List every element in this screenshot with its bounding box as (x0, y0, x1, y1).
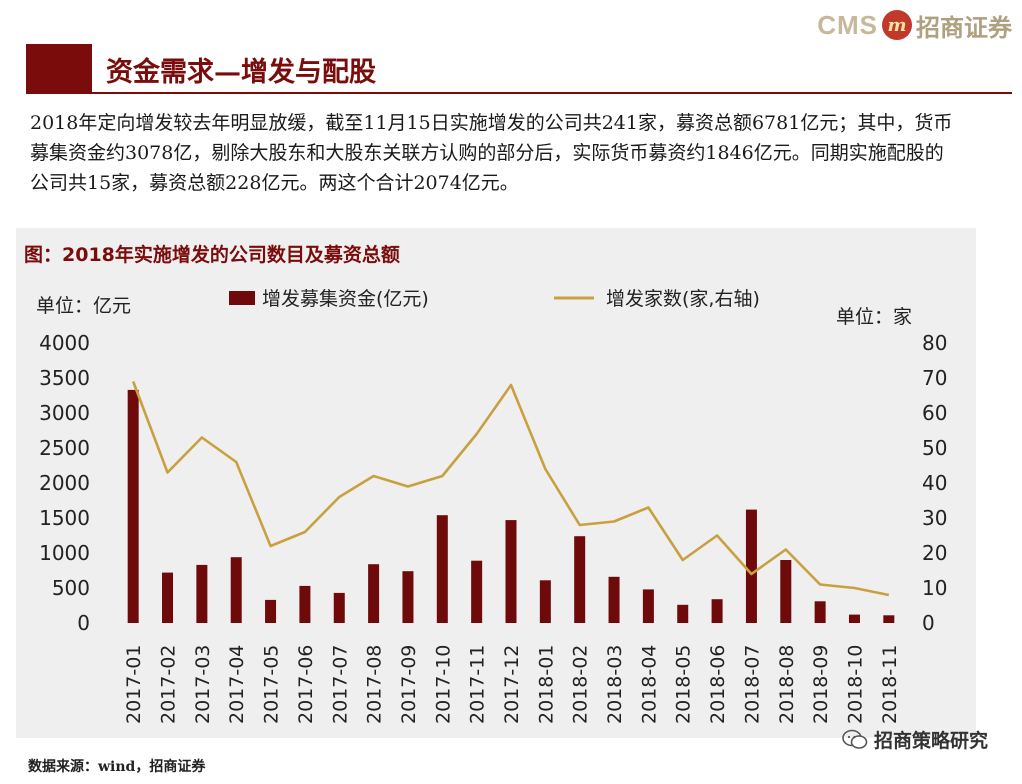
legend-line-label: 增发家数(家,右轴) (606, 288, 760, 310)
wechat-icon (842, 729, 868, 749)
brand-logo: CMS m 招商证券 (817, 8, 1012, 42)
x-axis: 2017-01 2017-02 2017-03 2017-04 2017-05 2017-… (123, 645, 901, 724)
x-tick-label: 2017-08 (364, 645, 386, 724)
bar (196, 564, 208, 623)
bar (574, 536, 586, 623)
summary-paragraph: 2018年定向增发较去年明显放缓，截至11月15日实施增发的公司共241家，募资… (30, 112, 953, 194)
right-tick-label: 70 (922, 366, 947, 390)
right-tick-label: 30 (922, 506, 947, 530)
legend-bar-label: 增发募集资金(亿元) (262, 288, 429, 310)
left-tick-label: 2500 (39, 436, 90, 460)
chart-svg: 单位：亿元 单位：家 增发募集资金(亿元) 增发家数(家,右轴) 0500100… (36, 288, 947, 724)
right-tick-label: 10 (922, 576, 947, 600)
x-tick-label: 2017-11 (467, 645, 489, 724)
x-tick-label: 2017-01 (123, 645, 145, 724)
bar (333, 592, 345, 623)
bar (230, 557, 242, 623)
bar (471, 560, 483, 623)
x-tick-label: 2017-10 (432, 645, 454, 724)
right-tick-label: 50 (922, 436, 947, 460)
left-tick-label: 2000 (39, 471, 90, 495)
logo-cms-text: CMS (817, 9, 878, 40)
x-tick-label: 2018-10 (844, 645, 866, 724)
bar (265, 599, 277, 623)
bar (883, 615, 895, 623)
bar (780, 560, 792, 623)
left-tick-label: 500 (52, 576, 90, 600)
x-tick-label: 2018-05 (673, 645, 695, 724)
left-axis: 0 500 1000 1500 2000 2500 3000 3500 4000 (39, 331, 90, 635)
x-tick-label: 2017-05 (261, 645, 283, 724)
bar (711, 599, 723, 623)
bar (677, 604, 689, 623)
x-tick-label: 2018-02 (570, 645, 592, 724)
x-tick-label: 2018-09 (810, 645, 832, 724)
x-tick-label: 2017-04 (226, 645, 248, 724)
left-tick-label: 0 (77, 611, 90, 635)
x-tick-label: 2018-03 (604, 645, 626, 724)
x-tick-label: 2018-07 (741, 645, 763, 724)
right-unit-label: 单位：家 (836, 306, 912, 328)
bar (848, 614, 860, 623)
x-tick-label: 2018-01 (535, 645, 557, 724)
bar (127, 389, 139, 623)
x-tick-label: 2017-07 (329, 645, 351, 724)
chart-panel: 图：2018年实施增发的公司数目及募资总额 单位：亿元 单位：家 增发募集资金(… (16, 228, 976, 738)
left-tick-label: 3000 (39, 401, 90, 425)
bar (814, 601, 826, 623)
left-tick-label: 1000 (39, 541, 90, 565)
left-tick-label: 4000 (39, 331, 90, 355)
right-tick-label: 40 (922, 471, 947, 495)
page-title: 资金需求—增发与配股 (106, 57, 376, 88)
bar (505, 520, 517, 623)
legend-bar-swatch (229, 291, 255, 305)
x-tick-label: 2017-09 (398, 645, 420, 724)
bar (608, 576, 620, 623)
logo-company-name: 招商证券 (916, 12, 1012, 42)
bar (368, 564, 380, 623)
right-tick-label: 60 (922, 401, 947, 425)
left-tick-label: 1500 (39, 506, 90, 530)
right-tick-label: 80 (922, 331, 947, 355)
x-tick-label: 2018-11 (879, 645, 901, 724)
x-tick-label: 2018-04 (638, 645, 660, 724)
bar (162, 572, 174, 623)
title-accent-block (26, 44, 92, 94)
logo-emblem: m (882, 10, 912, 40)
right-tick-label: 20 (922, 541, 947, 565)
bar-series (127, 389, 895, 623)
chart-title: 图：2018年实施增发的公司数目及募资总额 (24, 244, 400, 266)
bar (745, 509, 757, 623)
x-tick-label: 2017-03 (192, 645, 214, 724)
bar (299, 585, 311, 623)
left-tick-label: 3500 (39, 366, 90, 390)
title-divider (92, 92, 1012, 94)
x-tick-label: 2018-08 (776, 645, 798, 724)
data-source-note: 数据来源：wind，招商证券 (28, 759, 206, 775)
bar (642, 589, 654, 623)
legend: 增发募集资金(亿元) 增发家数(家,右轴) (229, 288, 760, 310)
wechat-watermark: 招商策略研究 (842, 726, 988, 753)
line-series (131, 381, 890, 597)
left-unit-label: 单位：亿元 (36, 295, 131, 317)
x-tick-label: 2017-02 (158, 645, 180, 724)
bar (436, 515, 448, 623)
bar (402, 571, 414, 623)
right-axis: 0 10 20 30 40 50 60 70 80 (922, 331, 947, 635)
x-tick-label: 2017-06 (295, 645, 317, 724)
right-tick-label: 0 (922, 611, 935, 635)
x-tick-label: 2018-06 (707, 645, 729, 724)
x-tick-label: 2017-12 (501, 645, 523, 724)
watermark-text: 招商策略研究 (873, 730, 988, 752)
bar (539, 580, 551, 623)
